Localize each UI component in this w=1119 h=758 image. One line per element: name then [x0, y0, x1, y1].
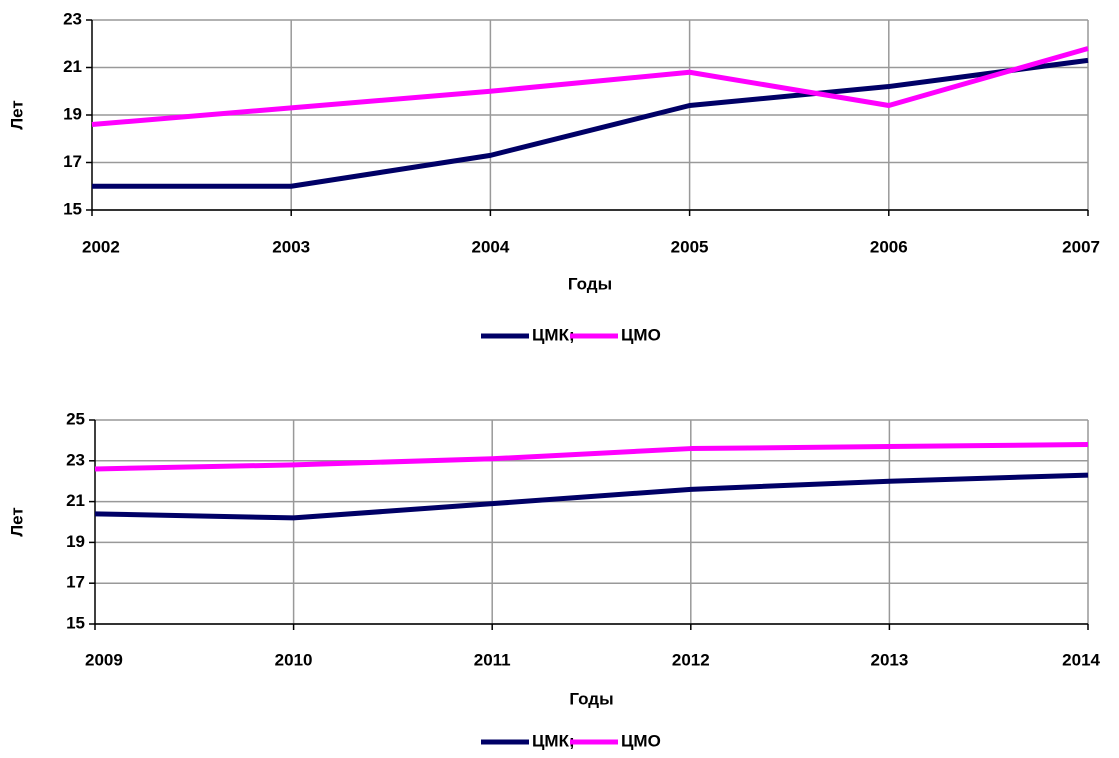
x-tick-label: 2006: [870, 237, 908, 256]
series-line: [92, 57, 1089, 189]
x-tick-label: 2004: [471, 237, 509, 256]
x-tick-label: 2014: [1062, 650, 1100, 669]
y-tick-label: 19: [66, 532, 85, 551]
series-line: [91, 46, 1089, 127]
legend-label: ЦМО: [621, 731, 661, 750]
x-tick-label: 2011: [474, 650, 511, 669]
series-line: [94, 472, 1089, 521]
y-axis-label: Лет: [7, 100, 26, 129]
chart: 15 17 19 21 23 2002 2003 2004 2005 2006 2007 Лет Год…: [7, 9, 1100, 344]
legend-label: ЦМО: [621, 325, 661, 344]
x-tick-label: 2012: [672, 650, 710, 669]
x-tick-label: 2003: [272, 237, 310, 256]
x-tick-label: 2002: [82, 237, 120, 256]
y-tick-label: 23: [63, 9, 82, 28]
y-axis-label: Лет: [7, 507, 26, 536]
x-axis-label: Годы: [568, 274, 612, 293]
y-tick-label: 21: [66, 491, 85, 510]
chart: 15 17 19 21 23 25 2009 2010 2011 2012 2013 2014 Лет Г…: [7, 409, 1100, 750]
y-tick-label: 17: [66, 573, 85, 592]
x-tick-label: 2009: [85, 650, 123, 669]
legend-label: ЦМК;: [532, 325, 575, 344]
x-tick-label: 2005: [671, 237, 709, 256]
y-tick-label: 21: [63, 57, 82, 76]
y-tick-label: 17: [63, 152, 82, 171]
y-tick-label: 25: [66, 409, 85, 428]
legend-label: ЦМК;: [532, 731, 575, 750]
y-tick-label: 15: [63, 199, 82, 218]
y-tick-label: 15: [66, 613, 85, 632]
x-tick-label: 2010: [275, 650, 313, 669]
series-line: [94, 441, 1089, 472]
x-tick-label: 2013: [870, 650, 908, 669]
y-tick-label: 19: [63, 104, 82, 123]
x-tick-label: 2007: [1062, 237, 1100, 256]
y-tick-label: 23: [66, 450, 85, 469]
x-axis-label: Годы: [569, 689, 613, 708]
